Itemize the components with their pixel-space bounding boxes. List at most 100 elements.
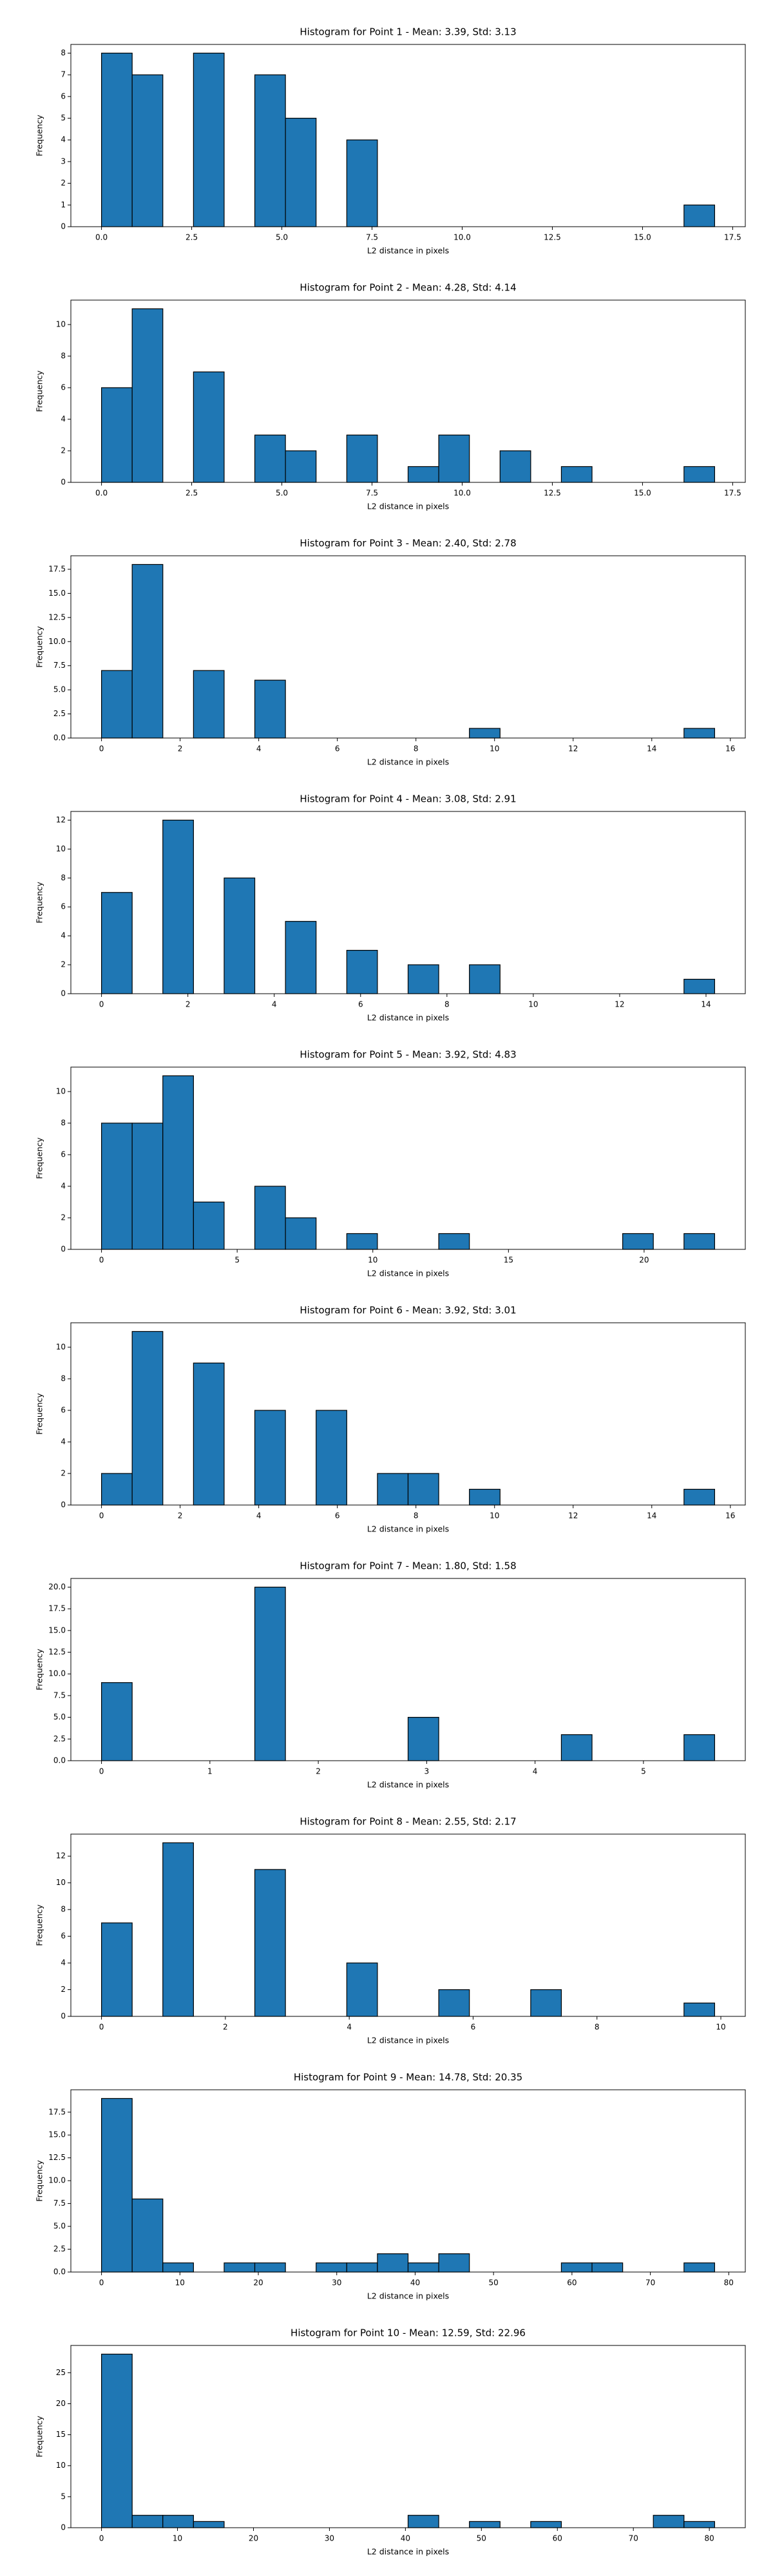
bar xyxy=(254,74,286,227)
y-tick-label: 17.5 xyxy=(48,564,66,573)
x-tick-label: 70 xyxy=(645,2278,655,2287)
bar xyxy=(653,2515,685,2528)
x-tick-label: 5.0 xyxy=(276,489,288,498)
y-tick-label: 17.5 xyxy=(48,2107,66,2116)
axes-frame xyxy=(70,1578,746,1761)
axes-frame xyxy=(70,1322,746,1506)
y-tick-label: 5.0 xyxy=(53,2222,66,2231)
x-tick-label: 15.0 xyxy=(634,489,651,498)
y-axis-label: Frequency xyxy=(35,626,44,668)
axes-frame xyxy=(70,555,746,739)
y-tick-label: 10 xyxy=(56,319,66,328)
chart-title: Histogram for Point 6 - Mean: 3.92, Std:… xyxy=(300,1305,516,1316)
y-axis-label: Frequency xyxy=(35,115,44,156)
subplot: Histogram for Point 5 - Mean: 3.92, Std:… xyxy=(35,1049,746,1278)
subplot: Histogram for Point 10 - Mean: 12.59, St… xyxy=(35,2327,746,2557)
y-tick-label: 0 xyxy=(61,1245,66,1254)
bar xyxy=(131,2198,164,2273)
y-tick-label: 17.5 xyxy=(48,1604,66,1613)
bar xyxy=(100,1682,133,1761)
y-tick-label: 2.5 xyxy=(53,1734,66,1743)
x-tick-label: 0 xyxy=(99,1256,104,1265)
bar xyxy=(100,52,133,227)
y-tick-label: 8 xyxy=(61,1905,66,1914)
x-tick-label: 10 xyxy=(716,2023,725,2032)
bar xyxy=(683,2521,716,2528)
y-tick-label: 6 xyxy=(61,1405,66,1414)
x-tick-label: 10 xyxy=(368,1256,377,1265)
bar xyxy=(560,2262,593,2273)
y-tick-label: 2 xyxy=(61,178,66,187)
x-tick-label: 0 xyxy=(99,2278,104,2287)
bar xyxy=(193,670,225,739)
x-tick-label: 15 xyxy=(504,1256,513,1265)
y-axis-label: Frequency xyxy=(35,2160,44,2202)
bar xyxy=(193,52,225,227)
y-tick-label: 0 xyxy=(61,478,66,487)
bar xyxy=(100,1473,133,1506)
bar xyxy=(285,1217,317,1250)
bar xyxy=(131,2515,164,2528)
y-tick-label: 2 xyxy=(61,960,66,969)
x-tick-label: 14 xyxy=(701,1000,711,1009)
bar xyxy=(346,139,378,227)
x-tick-label: 7.5 xyxy=(366,233,378,242)
axes-frame xyxy=(70,44,746,227)
x-tick-label: 10 xyxy=(175,2278,185,2287)
axes-frame xyxy=(70,811,746,994)
chart-title: Histogram for Point 9 - Mean: 14.78, Std… xyxy=(294,2072,522,2083)
x-tick-label: 2 xyxy=(186,1000,191,1009)
x-axis-label: L2 distance in pixels xyxy=(367,1269,449,1278)
bar xyxy=(162,2515,194,2528)
y-tick-label: 25 xyxy=(56,2368,66,2377)
subplot: Histogram for Point 3 - Mean: 2.40, Std:… xyxy=(35,538,746,767)
axes-frame xyxy=(70,2345,746,2528)
x-tick-label: 6 xyxy=(358,1000,363,1009)
x-tick-label: 2 xyxy=(316,1767,321,1776)
y-tick-label: 0 xyxy=(61,2523,66,2532)
x-tick-label: 17.5 xyxy=(724,233,741,242)
bar xyxy=(683,2002,716,2017)
bar xyxy=(407,1473,439,1506)
x-tick-label: 40 xyxy=(401,2534,410,2543)
bar xyxy=(131,308,164,483)
y-tick-label: 6 xyxy=(61,1150,66,1159)
x-tick-label: 8 xyxy=(414,1511,419,1520)
bar xyxy=(254,434,286,483)
x-tick-label: 50 xyxy=(477,2534,486,2543)
bar xyxy=(683,1233,716,1250)
bar xyxy=(254,2262,286,2273)
bar xyxy=(100,1922,133,2017)
bar xyxy=(407,2515,439,2528)
bar xyxy=(591,2262,624,2273)
x-tick-label: 2 xyxy=(178,1511,183,1520)
y-tick-label: 8 xyxy=(61,351,66,360)
x-tick-label: 4 xyxy=(256,744,262,753)
bar xyxy=(346,2262,378,2273)
x-tick-label: 15.0 xyxy=(634,233,651,242)
x-tick-label: 10.0 xyxy=(453,489,471,498)
bar xyxy=(377,2253,409,2273)
x-tick-label: 60 xyxy=(567,2278,577,2287)
bar xyxy=(100,2353,133,2528)
bar xyxy=(683,1488,716,1506)
y-tick-label: 0.0 xyxy=(53,734,66,743)
subplot: Histogram for Point 4 - Mean: 3.08, Std:… xyxy=(35,793,746,1023)
x-tick-label: 12 xyxy=(615,1000,624,1009)
x-tick-label: 12.5 xyxy=(544,489,561,498)
bar xyxy=(100,1122,133,1250)
x-tick-label: 10 xyxy=(490,1511,499,1520)
y-tick-label: 8 xyxy=(61,1374,66,1383)
subplot: Histogram for Point 8 - Mean: 2.55, Std:… xyxy=(35,1816,746,2045)
bar xyxy=(162,819,194,994)
bar xyxy=(683,466,716,483)
y-tick-label: 10.0 xyxy=(48,637,66,646)
y-tick-label: 7.5 xyxy=(53,1690,66,1700)
x-tick-label: 0 xyxy=(99,744,104,753)
x-tick-label: 6 xyxy=(335,1511,340,1520)
bar xyxy=(499,450,531,483)
x-axis-label: L2 distance in pixels xyxy=(367,1013,449,1023)
axes-frame xyxy=(70,299,746,483)
y-tick-label: 5.0 xyxy=(53,1712,66,1721)
bar xyxy=(438,2253,470,2273)
